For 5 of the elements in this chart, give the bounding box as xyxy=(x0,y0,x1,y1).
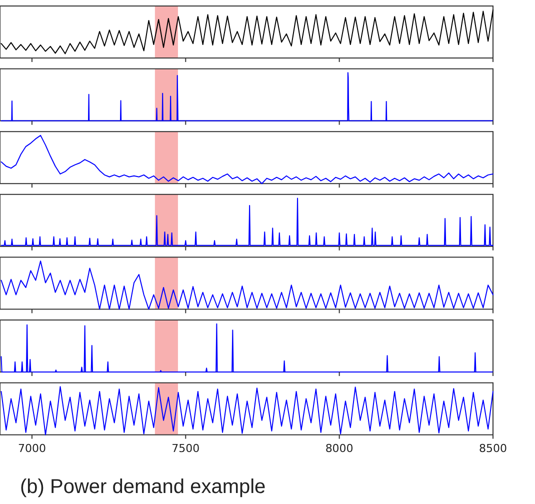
text: (b) Power demand example xyxy=(20,476,266,498)
x-tick-label: 8000 xyxy=(325,442,354,455)
x-tick-label: 8500 xyxy=(479,442,507,455)
x-tick-label: 7000 xyxy=(18,442,46,455)
x-tick-label: 7500 xyxy=(172,442,200,455)
